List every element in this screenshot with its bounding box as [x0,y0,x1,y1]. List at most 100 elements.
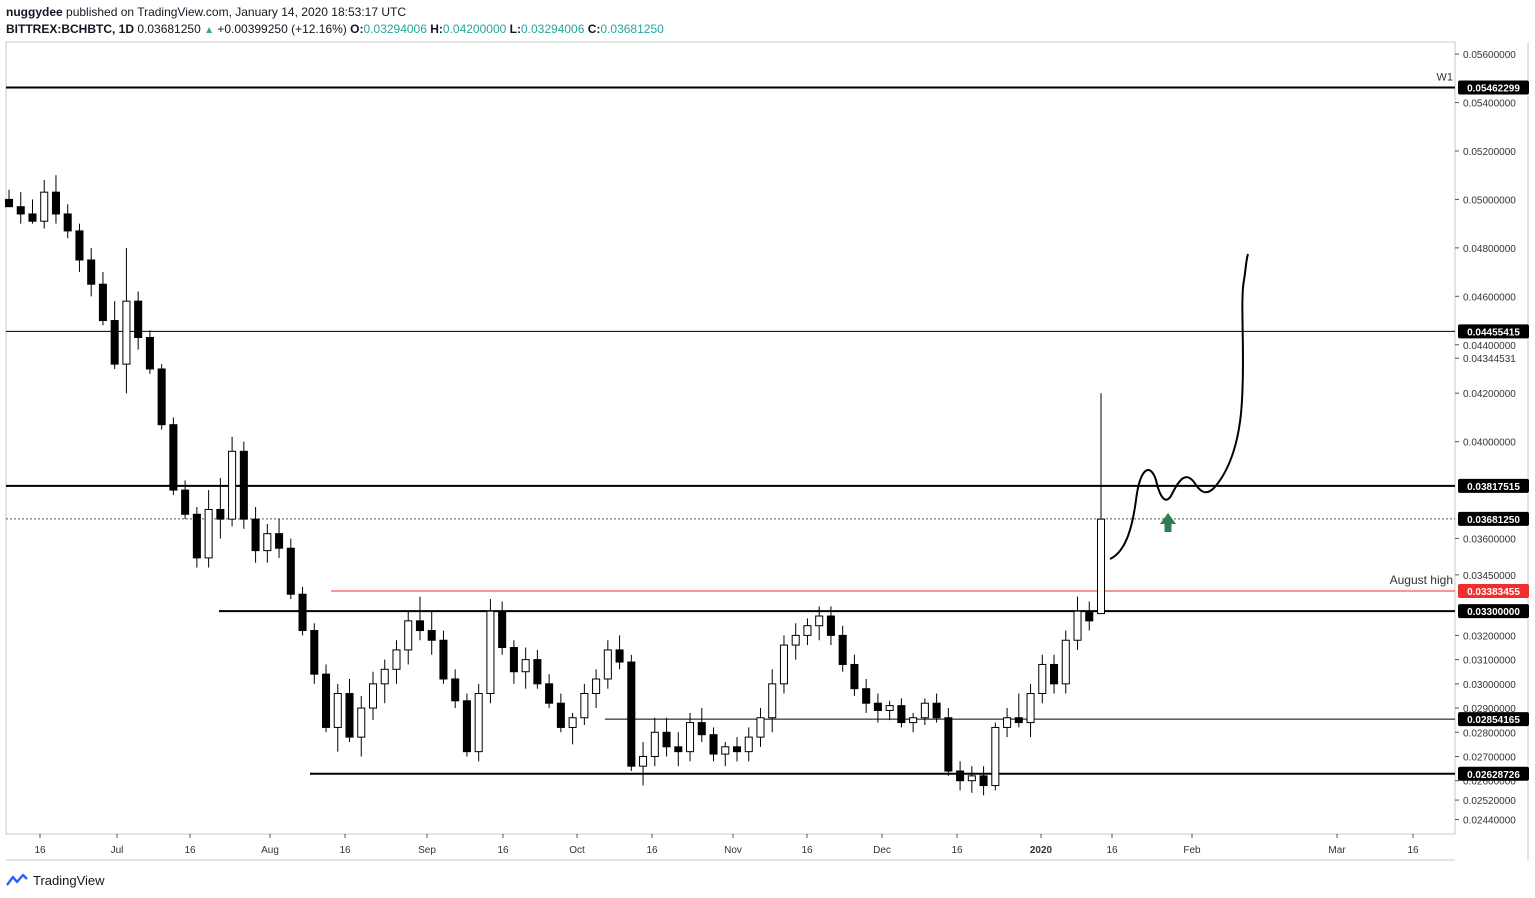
level-price-tag [1458,766,1529,781]
candle-body [345,693,354,738]
candle-body [1061,639,1070,685]
level-price-label: 0.02854165 [1467,715,1520,726]
candle-body [815,615,824,627]
candle-body [956,770,965,782]
candle-body [404,620,413,651]
candle-body [169,424,178,491]
y-tick-label: 0.05400000 [1463,99,1516,110]
level-price-label: 0.03817515 [1467,482,1520,493]
candle-body [145,336,154,370]
y-tick-label: 0.04800000 [1463,244,1516,255]
open-value: 0.03294006 [363,22,427,36]
candle-body [1038,663,1047,695]
y-tick-label: 0.04200000 [1463,389,1516,400]
candle-body [310,630,319,675]
candle-body [157,368,166,426]
candle-body [28,213,37,222]
y-tick-label: 0.02900000 [1463,704,1516,715]
x-tick-label: 16 [339,845,351,856]
candle-body [451,678,460,702]
y-tick-label: 0.03600000 [1463,535,1516,546]
author-name[interactable]: nuggydee [6,5,63,19]
candle-body [239,450,248,520]
candle-body [368,683,378,709]
x-tick-label: 16 [184,845,196,856]
candle-body [1026,693,1035,724]
candle-body [709,734,718,755]
y-tick-label: 0.03000000 [1463,680,1516,691]
candle-body [1050,663,1059,685]
x-tick-label: Dec [873,845,891,856]
low-value: 0.03294006 [520,22,585,36]
close-label: C: [587,22,601,36]
candle-body [944,717,953,772]
x-tick-label: Feb [1183,845,1201,856]
up-arrow-icon [1160,513,1176,532]
x-tick-label: Oct [569,845,585,856]
candle-body [885,705,894,711]
candle-body [1085,610,1094,622]
candle-body [474,693,483,753]
candle-body [967,775,976,782]
y-tick-label: 0.04344531 [1463,354,1516,365]
candle-body [63,213,72,232]
candle-body [134,300,143,338]
candle-body [991,726,1000,787]
x-tick-label: Aug [261,845,279,856]
candle-body [744,736,753,753]
candle-body [674,746,683,753]
high-label: H: [430,22,443,36]
level-price-tag [1458,583,1529,598]
up-arrow-icon: ▲ [204,25,214,36]
candle-body [838,634,847,665]
x-tick-label: 16 [646,845,658,856]
y-tick-label: 0.02600000 [1463,777,1516,788]
candle-body [545,683,554,704]
candle-body [509,647,518,673]
y-tick-label: 0.05000000 [1463,195,1516,206]
y-tick-label: 0.03450000 [1463,571,1516,582]
level-price-tag [1458,604,1529,619]
published-text: published on TradingView.com, January 14… [66,5,407,19]
candle-body [51,191,60,215]
candle-body [498,610,507,649]
candle-body [662,731,671,748]
candle-body [415,620,424,632]
candle-body [756,717,765,738]
candle-body [392,649,401,670]
low-label: L: [509,22,521,36]
y-tick-label: 0.02700000 [1463,752,1516,763]
x-tick-label: 16 [951,845,963,856]
symbol-label[interactable]: BITTREX:BCHBTC, 1D [6,22,134,36]
candle-body [768,683,777,719]
footer-brand-text: TradingView [33,872,105,888]
x-tick-label: Sep [418,845,436,856]
candle-body [357,707,366,738]
candle-body [110,320,119,365]
high-value: 0.04200000 [442,22,507,36]
candle-body [686,722,695,753]
x-tick-label: Jul [111,845,124,856]
candle-body [603,649,612,680]
y-tick-label: 0.04400000 [1463,341,1516,352]
candle-body [427,630,436,641]
candle-body [580,693,589,719]
w1-annotation: W1 [1437,71,1454,83]
projection-path [1109,253,1249,560]
level-price-label: 0.05462299 [1467,83,1520,94]
tradingview-logo-icon [6,873,28,886]
footer-brand[interactable]: TradingView [6,870,105,890]
candle-body [40,191,49,222]
x-tick-label: 16 [801,845,813,856]
candle-body [850,663,859,690]
candle-body [263,533,272,552]
candle-body [650,731,659,757]
x-tick-label: Nov [724,845,742,856]
candle-body [873,702,882,711]
level-price-tag [1458,324,1529,339]
august-high-annotation: August high [1390,573,1453,587]
y-tick-label: 0.04000000 [1463,438,1516,449]
y-tick-label: 0.02440000 [1463,815,1516,826]
candle-body [697,722,706,736]
